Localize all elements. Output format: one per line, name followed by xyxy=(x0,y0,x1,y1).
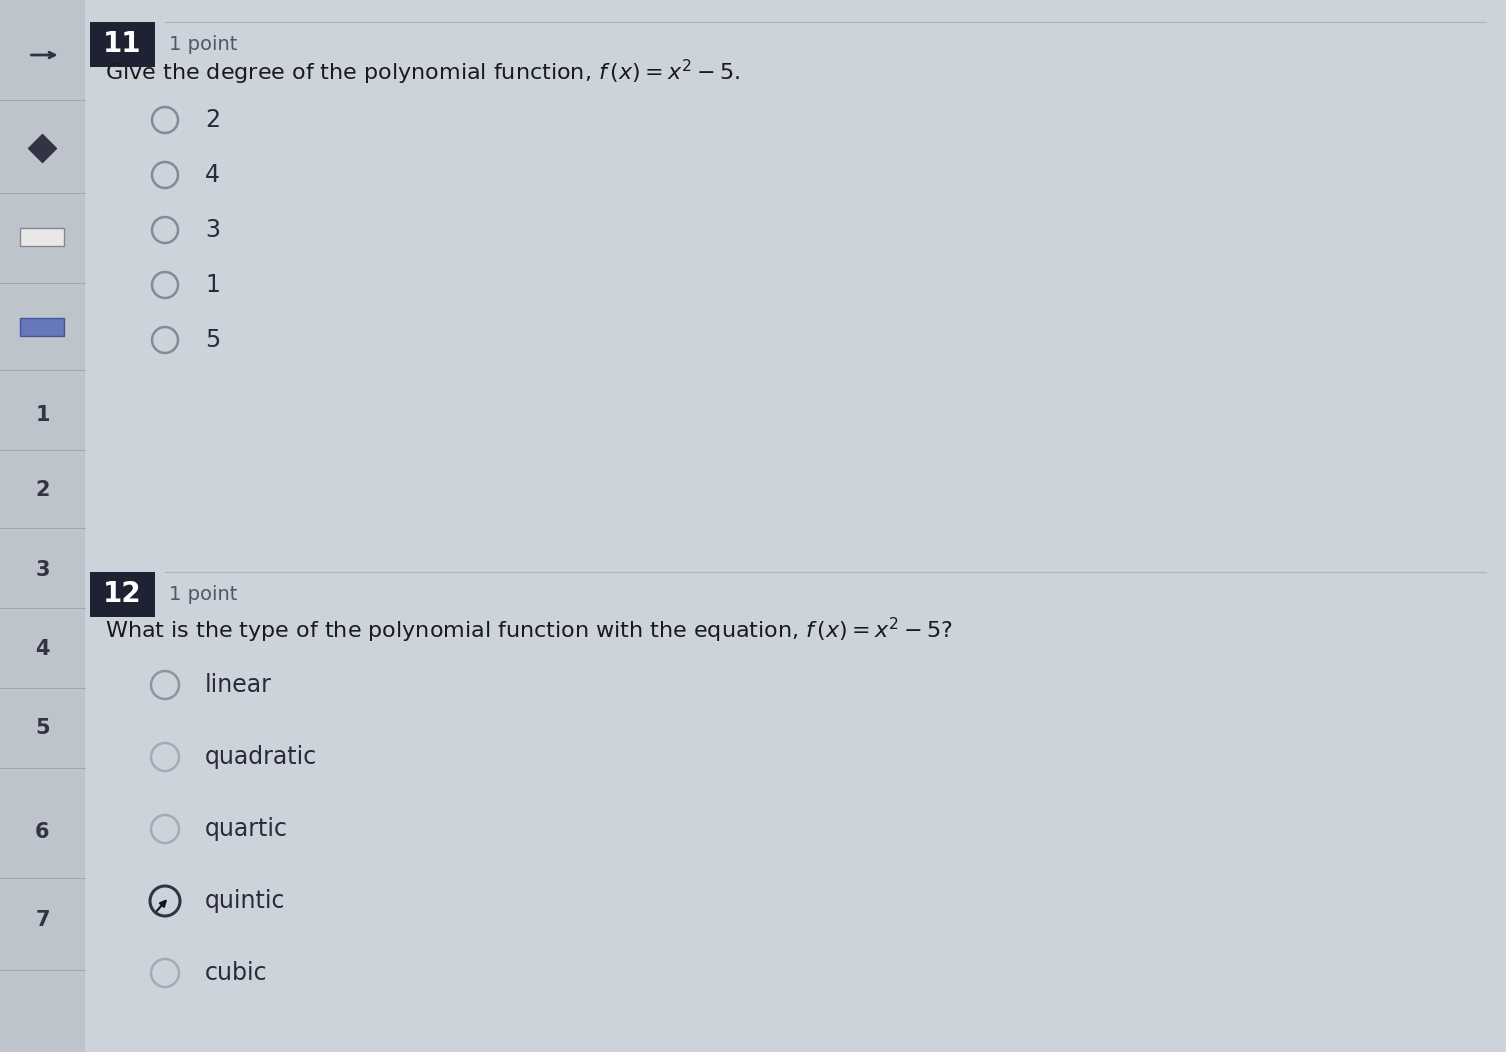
Text: 12: 12 xyxy=(104,581,142,608)
Text: 4: 4 xyxy=(205,163,220,187)
Text: 2: 2 xyxy=(35,480,50,500)
Text: cubic: cubic xyxy=(205,960,268,985)
Bar xyxy=(90,572,155,618)
Text: 5: 5 xyxy=(35,719,50,739)
Text: 1 point: 1 point xyxy=(169,35,238,54)
Text: 1: 1 xyxy=(205,274,220,297)
Text: 5: 5 xyxy=(205,328,220,352)
Text: 1: 1 xyxy=(35,405,50,425)
Bar xyxy=(21,228,65,246)
Bar xyxy=(90,22,155,67)
Text: linear: linear xyxy=(205,673,273,697)
Text: What is the type of the polynomial function with the equation, $f\,(x) = x^2 - 5: What is the type of the polynomial funct… xyxy=(105,615,953,645)
Text: quartic: quartic xyxy=(205,817,288,841)
Text: 6: 6 xyxy=(35,822,50,842)
Text: 3: 3 xyxy=(35,560,50,580)
Text: 2: 2 xyxy=(205,108,220,132)
Bar xyxy=(0,0,84,1052)
Text: Give the degree of the polynomial function, $f\,(x) = x^2 - 5$.: Give the degree of the polynomial functi… xyxy=(105,58,739,86)
Text: quintic: quintic xyxy=(205,889,286,913)
Text: 11: 11 xyxy=(104,31,142,59)
Text: quadratic: quadratic xyxy=(205,745,318,769)
Bar xyxy=(21,318,65,336)
Text: 1 point: 1 point xyxy=(169,585,238,604)
Text: 4: 4 xyxy=(35,639,50,659)
Text: 7: 7 xyxy=(35,910,50,930)
Text: 3: 3 xyxy=(205,218,220,242)
